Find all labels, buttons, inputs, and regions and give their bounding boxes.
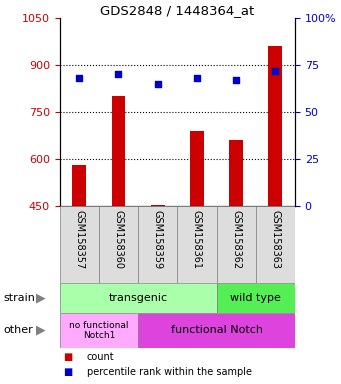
Text: ▶: ▶ (36, 324, 46, 337)
Point (76, 75, 82, 81)
Text: transgenic: transgenic (108, 293, 168, 303)
Point (155, 81, 160, 87)
Bar (217, 283, 295, 313)
Text: GSM158362: GSM158362 (231, 210, 241, 269)
Bar (99, 206, 138, 283)
Bar (268, 46, 282, 206)
Bar (112, 96, 125, 206)
Point (233, 77, 239, 83)
Point (116, 71, 121, 78)
Bar (60, 206, 99, 283)
Bar (151, 205, 165, 206)
Text: GSM158363: GSM158363 (270, 210, 280, 269)
Bar (256, 206, 295, 283)
Text: wild type: wild type (230, 293, 281, 303)
Bar (229, 140, 243, 206)
Text: no functional
Notch1: no functional Notch1 (69, 321, 129, 340)
Text: ■: ■ (63, 367, 72, 377)
Bar (138, 313, 295, 348)
Bar (138, 206, 177, 283)
Point (194, 75, 199, 81)
Text: other: other (3, 325, 33, 335)
Text: ▶: ▶ (36, 291, 46, 305)
Text: GSM158360: GSM158360 (114, 210, 123, 269)
Bar (72, 166, 86, 206)
Bar (60, 283, 217, 313)
Bar (190, 131, 204, 206)
Text: ■: ■ (63, 352, 72, 362)
Text: count: count (87, 352, 115, 362)
Text: strain: strain (3, 293, 35, 303)
Bar (60, 313, 138, 348)
Text: functional Notch: functional Notch (170, 325, 263, 335)
Bar (217, 206, 256, 283)
Text: percentile rank within the sample: percentile rank within the sample (87, 367, 252, 377)
Text: GSM158357: GSM158357 (74, 210, 84, 269)
Point (272, 68, 278, 74)
Text: GSM158361: GSM158361 (192, 210, 202, 269)
Text: GSM158359: GSM158359 (153, 210, 163, 269)
Bar (177, 206, 217, 283)
Title: GDS2848 / 1448364_at: GDS2848 / 1448364_at (100, 4, 254, 17)
